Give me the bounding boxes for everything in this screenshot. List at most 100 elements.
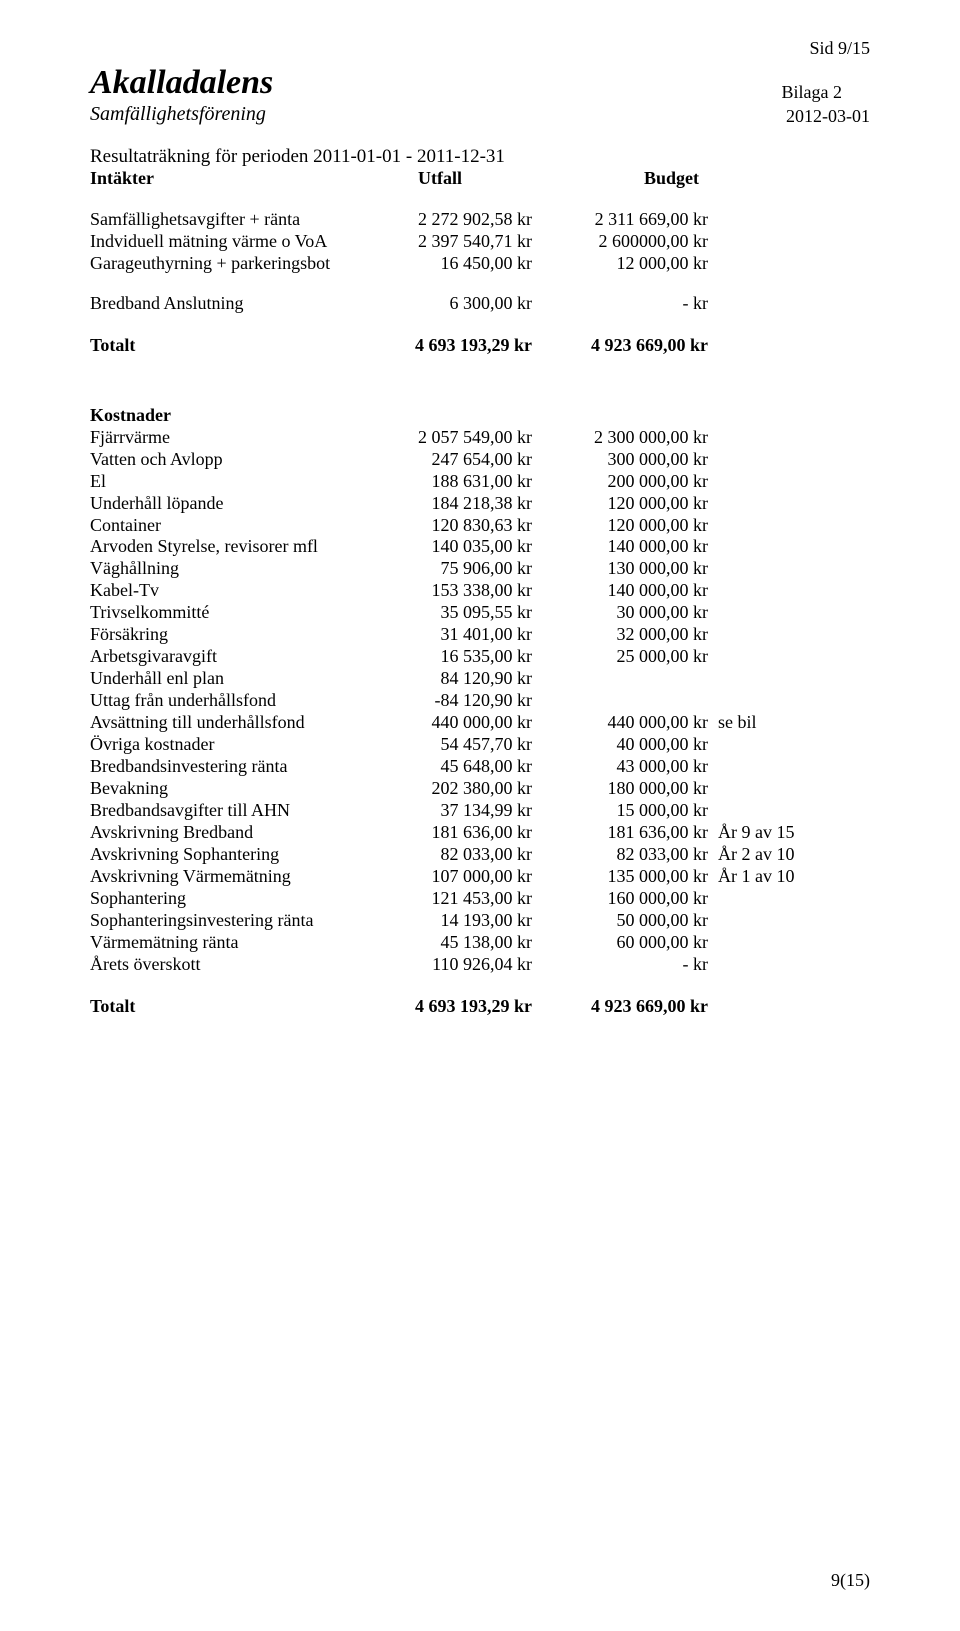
row-label: Vatten och Avlopp (90, 449, 366, 471)
row-budget: 2 600000,00 kr (532, 231, 708, 253)
row-utfall: 247 654,00 kr (366, 449, 532, 471)
row-budget: 135 000,00 kr (532, 866, 708, 888)
row-budget: 300 000,00 kr (532, 449, 708, 471)
row-utfall: 84 120,90 kr (366, 668, 532, 690)
row-label: Sophanteringsinvestering ränta (90, 910, 366, 932)
row-utfall: 153 338,00 kr (366, 580, 532, 602)
row-budget: 25 000,00 kr (532, 646, 708, 668)
th-utfall: Utfall (366, 168, 584, 189)
table-row: Avskrivning Värmemätning107 000,00 kr135… (90, 866, 870, 888)
table-row: Underhåll löpande184 218,38 kr120 000,00… (90, 493, 870, 515)
row-budget: 180 000,00 kr (532, 778, 708, 800)
row-label: Värmemätning ränta (90, 932, 366, 954)
row-label: Trivselkommitté (90, 602, 366, 624)
kostnader-head: Kostnader (90, 405, 870, 427)
row-utfall: 16 535,00 kr (366, 646, 532, 668)
row-utfall: 45 648,00 kr (366, 756, 532, 778)
table-row: Container120 830,63 kr120 000,00 kr (90, 515, 870, 537)
total2-label: Totalt (90, 996, 366, 1018)
row-budget: 181 636,00 kr (532, 822, 708, 844)
row-label: Garageuthyrning + parkeringsbot (90, 253, 366, 275)
total-row-intakter: Totalt 4 693 193,29 kr 4 923 669,00 kr (90, 335, 870, 357)
row-label: Avsättning till underhållsfond (90, 712, 366, 734)
row-label: Bevakning (90, 778, 366, 800)
row-label: Bredbandsinvestering ränta (90, 756, 366, 778)
row-budget: 50 000,00 kr (532, 910, 708, 932)
row-utfall: 6 300,00 kr (366, 293, 532, 315)
kostnader-rows: Fjärrvärme2 057 549,00 kr2 300 000,00 kr… (90, 427, 870, 976)
row-note: År 1 av 10 (708, 866, 794, 888)
row-budget: 140 000,00 kr (532, 536, 708, 558)
table-row: Sophantering121 453,00 kr160 000,00 kr (90, 888, 870, 910)
row-label: Container (90, 515, 366, 537)
intakter-rows: Samfällighetsavgifter + ränta2 272 902,5… (90, 209, 870, 315)
row-note: År 9 av 15 (708, 822, 794, 844)
row-utfall: 181 636,00 kr (366, 822, 532, 844)
row-budget: 120 000,00 kr (532, 515, 708, 537)
table-row: Arvoden Styrelse, revisorer mfl140 035,0… (90, 536, 870, 558)
table-row: Vatten och Avlopp247 654,00 kr300 000,00… (90, 449, 870, 471)
total-row-kostnader: Totalt 4 693 193,29 kr 4 923 669,00 kr (90, 996, 870, 1018)
row-label: Underhåll löpande (90, 493, 366, 515)
row-label: Fjärrvärme (90, 427, 366, 449)
table-row: Värmemätning ränta45 138,00 kr60 000,00 … (90, 932, 870, 954)
row-budget: 32 000,00 kr (532, 624, 708, 646)
row-label: Uttag från underhållsfond (90, 690, 366, 712)
row-utfall: 54 457,70 kr (366, 734, 532, 756)
row-label: Försäkring (90, 624, 366, 646)
row-utfall: 2 397 540,71 kr (366, 231, 532, 253)
row-label: Avskrivning Sophantering (90, 844, 366, 866)
row-budget: 2 300 000,00 kr (532, 427, 708, 449)
row-utfall: 35 095,55 kr (366, 602, 532, 624)
row-label: Årets överskott (90, 954, 366, 976)
row-label: Arvoden Styrelse, revisorer mfl (90, 536, 366, 558)
row-label: Samfällighetsavgifter + ränta (90, 209, 366, 231)
doc-date: 2012-03-01 (786, 106, 870, 127)
row-budget: - kr (532, 954, 708, 976)
row-utfall: 2 272 902,58 kr (366, 209, 532, 231)
table-row: Bredbandsavgifter till AHN37 134,99 kr15… (90, 800, 870, 822)
page: Sid 9/15 Akalladalens Samfällighetsfören… (0, 0, 960, 1631)
row-budget: 200 000,00 kr (532, 471, 708, 493)
table-row: Årets överskott110 926,04 kr- kr (90, 954, 870, 976)
row-budget: 120 000,00 kr (532, 493, 708, 515)
page-number-bottom: 9(15) (831, 1570, 870, 1591)
row-budget: 82 033,00 kr (532, 844, 708, 866)
row-budget: 40 000,00 kr (532, 734, 708, 756)
row-utfall: 120 830,63 kr (366, 515, 532, 537)
row-budget: 160 000,00 kr (532, 888, 708, 910)
row-utfall: 16 450,00 kr (366, 253, 532, 275)
table-row: El188 631,00 kr200 000,00 kr (90, 471, 870, 493)
attachment-label: Bilaga 2 (782, 82, 843, 103)
row-label: Kabel-Tv (90, 580, 366, 602)
row-budget (532, 690, 708, 712)
row-label: Underhåll enl plan (90, 668, 366, 690)
row-utfall: 110 926,04 kr (366, 954, 532, 976)
row-utfall: -84 120,90 kr (366, 690, 532, 712)
row-utfall: 37 134,99 kr (366, 800, 532, 822)
table-row: Sophanteringsinvestering ränta14 193,00 … (90, 910, 870, 932)
row-utfall: 31 401,00 kr (366, 624, 532, 646)
row-utfall: 121 453,00 kr (366, 888, 532, 910)
row-budget: 130 000,00 kr (532, 558, 708, 580)
row-budget: 12 000,00 kr (532, 253, 708, 275)
table-row: Bredband Anslutning6 300,00 kr- kr (90, 293, 870, 315)
table-row: Avsättning till underhållsfond440 000,00… (90, 712, 870, 734)
total2-v2: 4 923 669,00 kr (532, 996, 708, 1018)
row-utfall: 14 193,00 kr (366, 910, 532, 932)
row-budget: 140 000,00 kr (532, 580, 708, 602)
row-budget: - kr (532, 293, 708, 315)
row-label: El (90, 471, 366, 493)
row-budget: 15 000,00 kr (532, 800, 708, 822)
total-label: Totalt (90, 335, 366, 357)
table-row: Samfällighetsavgifter + ränta2 272 902,5… (90, 209, 870, 231)
row-label: Väghållning (90, 558, 366, 580)
row-utfall: 82 033,00 kr (366, 844, 532, 866)
section-title: Resultaträkning för perioden 2011-01-01 … (90, 146, 870, 168)
row-budget: 43 000,00 kr (532, 756, 708, 778)
row-utfall: 188 631,00 kr (366, 471, 532, 493)
row-label: Indviduell mätning värme o VoA (90, 231, 366, 253)
table-row: Indviduell mätning värme o VoA2 397 540,… (90, 231, 870, 253)
table-row: Övriga kostnader54 457,70 kr40 000,00 kr (90, 734, 870, 756)
row-utfall: 107 000,00 kr (366, 866, 532, 888)
